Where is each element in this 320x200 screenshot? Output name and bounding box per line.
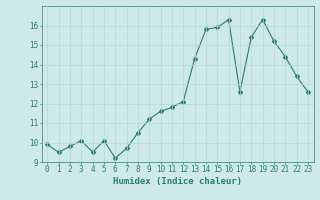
X-axis label: Humidex (Indice chaleur): Humidex (Indice chaleur) [113,177,242,186]
